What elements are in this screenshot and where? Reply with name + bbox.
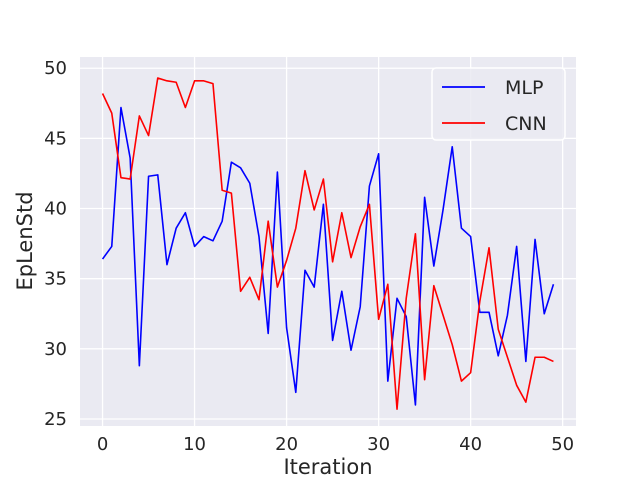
x-tick-label: 50	[551, 434, 574, 455]
legend: MLP CNN	[431, 67, 566, 141]
y-tick-label: 40	[44, 199, 67, 220]
series-layer	[101, 77, 555, 410]
y-tick-label: 45	[44, 128, 67, 149]
x-tick-label: 40	[459, 434, 482, 455]
y-axis-label: EpLenStd	[13, 191, 37, 290]
x-axis-label: Iteration	[283, 455, 372, 479]
x-tick-label: 30	[367, 434, 390, 455]
legend-label-mlp: MLP	[505, 77, 543, 99]
legend-box	[431, 67, 566, 141]
y-tick-label: 30	[44, 339, 67, 360]
y-axis-ticks: 25 30 35 40 45 50	[44, 58, 67, 430]
y-tick-label: 25	[44, 409, 67, 430]
y-tick-label: 35	[44, 269, 67, 290]
x-tick-label: 10	[183, 434, 206, 455]
series-line-cnn	[101, 77, 554, 410]
y-tick-label: 50	[44, 58, 67, 79]
legend-label-cnn: CNN	[505, 113, 547, 135]
series-line-mlp	[101, 106, 555, 406]
x-axis-ticks: 0 10 20 30 40 50	[97, 434, 574, 455]
x-tick-label: 20	[275, 434, 298, 455]
x-tick-label: 0	[97, 434, 108, 455]
